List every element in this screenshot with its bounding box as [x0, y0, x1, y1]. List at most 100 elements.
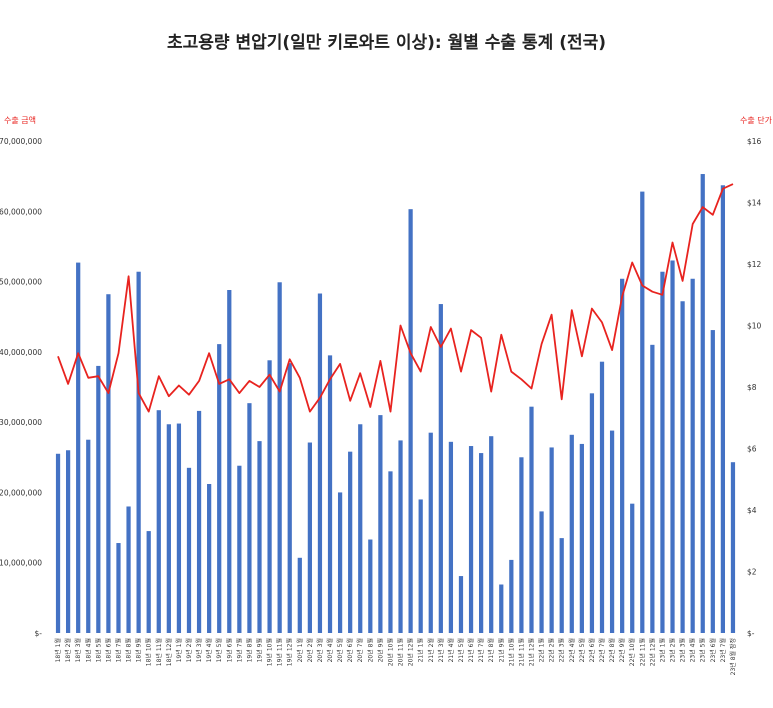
bar: [710, 330, 715, 633]
bar: [569, 434, 574, 633]
bar: [579, 443, 584, 633]
x-tick-label: 18년 6월: [104, 638, 112, 662]
bar: [650, 344, 655, 633]
x-tick-label: 19년 4월: [205, 638, 213, 662]
bar: [156, 410, 161, 633]
bar: [307, 442, 312, 633]
bar: [720, 185, 726, 633]
y2-tick-label: $-: [747, 629, 755, 638]
y2-tick-label: $12: [747, 260, 762, 269]
bar: [217, 344, 222, 633]
x-tick-label: 19년 7월: [235, 638, 243, 662]
bar: [186, 467, 192, 633]
x-tick-label: 18년 8월: [125, 638, 133, 662]
bar: [479, 453, 484, 633]
bar: [247, 403, 252, 633]
bar: [176, 423, 182, 633]
x-tick-label: 19년 2월: [185, 638, 193, 662]
y2-tick-label: $10: [747, 322, 762, 331]
y2-tick-label: $2: [747, 568, 757, 577]
bar: [620, 278, 625, 633]
bar: [126, 506, 131, 633]
x-tick-label: 19년 6월: [225, 638, 233, 662]
x-tick-label: 20년 1월: [296, 638, 304, 662]
x-tick-label: 20년 9월: [376, 638, 384, 662]
bar: [136, 271, 141, 633]
bar: [166, 424, 171, 633]
bar: [428, 432, 433, 633]
y-tick-label: $70,000,000: [0, 137, 42, 146]
x-tick-label: 21년 1월: [417, 638, 425, 662]
bar: [55, 453, 61, 633]
x-tick-label: 22년 8월: [608, 638, 616, 662]
y-tick-label: $20,000,000: [0, 488, 42, 497]
bar: [237, 465, 242, 633]
bar: [438, 304, 443, 633]
x-tick-label: 19년 1월: [175, 638, 183, 662]
bar: [680, 301, 685, 633]
y2-tick-label: $4: [747, 506, 757, 515]
x-tick-label: 23년 5월: [699, 638, 707, 662]
bar: [207, 483, 212, 633]
bar: [327, 355, 333, 633]
bar: [448, 441, 454, 633]
x-tick-label: 22년 4월: [568, 638, 576, 662]
y2-tick-label: $8: [747, 383, 757, 392]
bar: [509, 559, 514, 633]
bar: [559, 538, 564, 633]
x-tick-label: 18년 7월: [114, 638, 122, 662]
bar: [539, 511, 544, 633]
x-tick-label: 22년 6월: [588, 638, 596, 662]
chart-title: 초고용량 변압기(일만 키로와트 이상): 월별 수출 통계 (전국): [166, 33, 607, 53]
bar: [317, 293, 323, 633]
y-tick-label: $60,000,000: [0, 207, 42, 216]
x-tick-label: 20년 10월: [386, 638, 394, 666]
x-tick-label: 18년 11월: [155, 638, 163, 666]
bar: [96, 365, 101, 633]
y-tick-label: $40,000,000: [0, 348, 42, 357]
x-tick-label: 22년 1월: [538, 638, 546, 662]
x-tick-label: 21년 4월: [447, 638, 455, 662]
x-tick-label: 20년 2월: [306, 638, 314, 662]
x-tick-label: 18년 1월: [54, 638, 62, 662]
x-tick-label: 21년 6월: [467, 638, 475, 662]
bar: [519, 457, 524, 633]
x-tick-label: 20년 6월: [346, 638, 354, 662]
x-tick-label: 23년 7월: [719, 638, 727, 662]
bar: [337, 492, 343, 633]
bar: [257, 441, 262, 633]
bar: [670, 260, 675, 633]
price-line: [57, 183, 734, 413]
bar: [730, 462, 736, 633]
y-tick-label: $-: [35, 629, 43, 638]
bar: [86, 439, 91, 633]
bar: [297, 557, 302, 633]
bar: [65, 450, 71, 633]
y-tick-label: $10,000,000: [0, 559, 42, 568]
x-tick-label: 19년 5월: [215, 638, 223, 662]
bar: [358, 424, 363, 633]
y2-tick-label: $6: [747, 445, 757, 454]
bar: [348, 451, 353, 633]
bar: [690, 278, 695, 633]
x-tick-label: 23년 1월: [658, 638, 666, 662]
x-tick-label: 20년 7월: [356, 638, 364, 662]
x-tick-label: 19년 10월: [266, 638, 274, 666]
bar: [529, 406, 534, 633]
x-tick-label: 21년 2월: [427, 638, 435, 662]
x-tick-label: 18년 4월: [84, 638, 92, 662]
x-tick-label: 20년 12월: [407, 638, 415, 666]
x-tick-label: 18년 10월: [145, 638, 153, 666]
bar: [106, 294, 111, 633]
x-tick-label: 22년 3월: [558, 638, 566, 662]
x-tick-label: 22년 10월: [628, 638, 636, 666]
x-tick-label: 21년 11월: [517, 638, 525, 666]
bar: [418, 499, 423, 633]
x-tick-label: 20년 5월: [336, 638, 344, 662]
x-tick-label: 23년 3월: [679, 638, 687, 662]
x-tick-label: 22년 2월: [548, 638, 556, 662]
x-tick-label: 19년 3월: [195, 638, 203, 662]
x-tick-label: 21년 5월: [457, 638, 465, 662]
x-tick-label: 19년 12월: [286, 638, 294, 666]
